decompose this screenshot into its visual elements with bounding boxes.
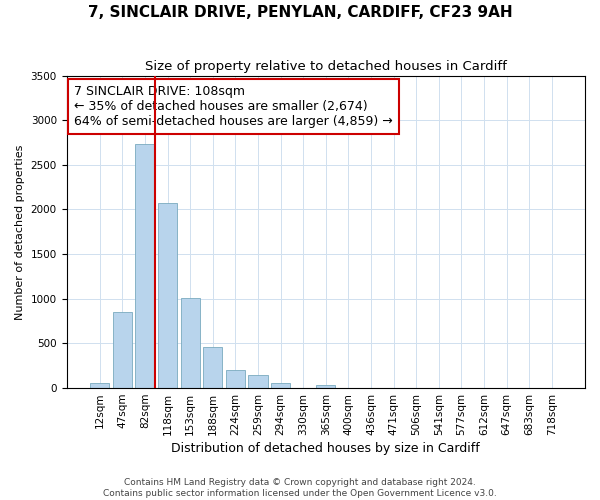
Bar — [203, 348, 223, 388]
Bar — [181, 298, 200, 388]
Text: 7 SINCLAIR DRIVE: 108sqm
← 35% of detached houses are smaller (2,674)
64% of sem: 7 SINCLAIR DRIVE: 108sqm ← 35% of detach… — [74, 85, 393, 128]
Bar — [248, 375, 268, 388]
Bar — [113, 312, 132, 388]
Bar — [226, 370, 245, 388]
Bar — [271, 382, 290, 388]
Bar — [316, 386, 335, 388]
Bar — [136, 144, 155, 388]
Text: 7, SINCLAIR DRIVE, PENYLAN, CARDIFF, CF23 9AH: 7, SINCLAIR DRIVE, PENYLAN, CARDIFF, CF2… — [88, 5, 512, 20]
Y-axis label: Number of detached properties: Number of detached properties — [15, 144, 25, 320]
X-axis label: Distribution of detached houses by size in Cardiff: Distribution of detached houses by size … — [172, 442, 480, 455]
Text: Contains HM Land Registry data © Crown copyright and database right 2024.
Contai: Contains HM Land Registry data © Crown c… — [103, 478, 497, 498]
Bar — [90, 383, 109, 388]
Title: Size of property relative to detached houses in Cardiff: Size of property relative to detached ho… — [145, 60, 507, 73]
Bar — [158, 203, 177, 388]
